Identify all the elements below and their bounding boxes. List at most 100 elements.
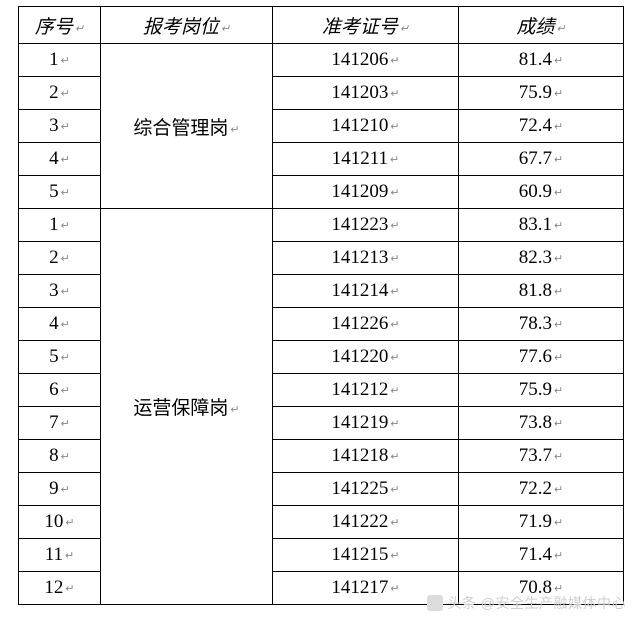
- table-cell: 75.9↵: [459, 77, 624, 110]
- return-icon: ↵: [390, 88, 399, 100]
- table-cell: 11↵: [19, 539, 101, 572]
- return-icon: ↵: [400, 23, 409, 35]
- column-header: 报考岗位↵: [101, 7, 273, 44]
- return-icon: ↵: [554, 286, 563, 298]
- return-icon: ↵: [554, 583, 563, 595]
- table-cell: 70.8↵: [459, 572, 624, 605]
- return-icon: ↵: [390, 286, 399, 298]
- table-cell: 141226↵: [273, 308, 459, 341]
- table-cell: 141215↵: [273, 539, 459, 572]
- table-cell: 73.7↵: [459, 440, 624, 473]
- return-icon: ↵: [61, 319, 70, 331]
- table-row: 1↵运营保障岗↵141223↵83.1↵: [19, 209, 624, 242]
- table-cell: 141210↵: [273, 110, 459, 143]
- column-header: 成绩↵: [459, 7, 624, 44]
- return-icon: ↵: [554, 484, 563, 496]
- return-icon: ↵: [554, 418, 563, 430]
- table-cell: 5↵: [19, 341, 101, 374]
- table-cell: 2↵: [19, 77, 101, 110]
- return-icon: ↵: [554, 352, 563, 364]
- return-icon: ↵: [390, 550, 399, 562]
- table-cell: 1↵: [19, 209, 101, 242]
- return-icon: ↵: [390, 418, 399, 430]
- return-icon: ↵: [554, 550, 563, 562]
- return-icon: ↵: [390, 121, 399, 133]
- return-icon: ↵: [556, 23, 565, 35]
- return-icon: ↵: [61, 451, 70, 463]
- table-cell: 141223↵: [273, 209, 459, 242]
- table-cell: 2↵: [19, 242, 101, 275]
- table-cell: 141209↵: [273, 176, 459, 209]
- return-icon: ↵: [390, 451, 399, 463]
- return-icon: ↵: [61, 88, 70, 100]
- table-header-row: 序号↵报考岗位↵准考证号↵成绩↵: [19, 7, 624, 44]
- table-cell: 7↵: [19, 407, 101, 440]
- return-icon: ↵: [390, 55, 399, 67]
- return-icon: ↵: [61, 385, 70, 397]
- table-cell: 71.4↵: [459, 539, 624, 572]
- column-header: 序号↵: [19, 7, 101, 44]
- table-cell: 141203↵: [273, 77, 459, 110]
- position-cell: 综合管理岗↵: [101, 44, 273, 209]
- return-icon: ↵: [230, 124, 239, 136]
- table-cell: 67.7↵: [459, 143, 624, 176]
- table-row: 1↵综合管理岗↵141206↵81.4↵: [19, 44, 624, 77]
- table-cell: 141217↵: [273, 572, 459, 605]
- return-icon: ↵: [390, 220, 399, 232]
- table-cell: 141222↵: [273, 506, 459, 539]
- return-icon: ↵: [61, 352, 70, 364]
- table-cell: 141213↵: [273, 242, 459, 275]
- table-cell: 9↵: [19, 473, 101, 506]
- return-icon: ↵: [554, 121, 563, 133]
- return-icon: ↵: [65, 517, 74, 529]
- table-cell: 75.9↵: [459, 374, 624, 407]
- return-icon: ↵: [554, 187, 563, 199]
- results-table: 序号↵报考岗位↵准考证号↵成绩↵1↵综合管理岗↵141206↵81.4↵2↵14…: [18, 6, 624, 605]
- return-icon: ↵: [61, 55, 70, 67]
- table-cell: 3↵: [19, 110, 101, 143]
- table-cell: 8↵: [19, 440, 101, 473]
- table-cell: 82.3↵: [459, 242, 624, 275]
- table-cell: 6↵: [19, 374, 101, 407]
- return-icon: ↵: [390, 253, 399, 265]
- table-cell: 81.4↵: [459, 44, 624, 77]
- return-icon: ↵: [554, 451, 563, 463]
- return-icon: ↵: [61, 154, 70, 166]
- return-icon: ↵: [65, 550, 74, 562]
- return-icon: ↵: [554, 385, 563, 397]
- return-icon: ↵: [65, 583, 74, 595]
- return-icon: ↵: [75, 23, 84, 35]
- table-cell: 1↵: [19, 44, 101, 77]
- return-icon: ↵: [554, 88, 563, 100]
- table-cell: 71.9↵: [459, 506, 624, 539]
- position-cell: 运营保障岗↵: [101, 209, 273, 605]
- return-icon: ↵: [554, 55, 563, 67]
- table-cell: 5↵: [19, 176, 101, 209]
- table-cell: 141211↵: [273, 143, 459, 176]
- table-cell: 141212↵: [273, 374, 459, 407]
- table-cell: 4↵: [19, 308, 101, 341]
- return-icon: ↵: [61, 187, 70, 199]
- table-cell: 10↵: [19, 506, 101, 539]
- table-cell: 72.4↵: [459, 110, 624, 143]
- return-icon: ↵: [554, 154, 563, 166]
- table-cell: 141220↵: [273, 341, 459, 374]
- return-icon: ↵: [390, 583, 399, 595]
- table-cell: 72.2↵: [459, 473, 624, 506]
- table-cell: 141219↵: [273, 407, 459, 440]
- return-icon: ↵: [61, 121, 70, 133]
- return-icon: ↵: [390, 484, 399, 496]
- return-icon: ↵: [554, 220, 563, 232]
- table-cell: 141225↵: [273, 473, 459, 506]
- return-icon: ↵: [61, 253, 70, 265]
- table-cell: 141206↵: [273, 44, 459, 77]
- return-icon: ↵: [61, 286, 70, 298]
- table-cell: 141218↵: [273, 440, 459, 473]
- return-icon: ↵: [390, 187, 399, 199]
- return-icon: ↵: [221, 23, 230, 35]
- return-icon: ↵: [554, 517, 563, 529]
- return-icon: ↵: [554, 319, 563, 331]
- return-icon: ↵: [390, 154, 399, 166]
- return-icon: ↵: [390, 385, 399, 397]
- return-icon: ↵: [61, 484, 70, 496]
